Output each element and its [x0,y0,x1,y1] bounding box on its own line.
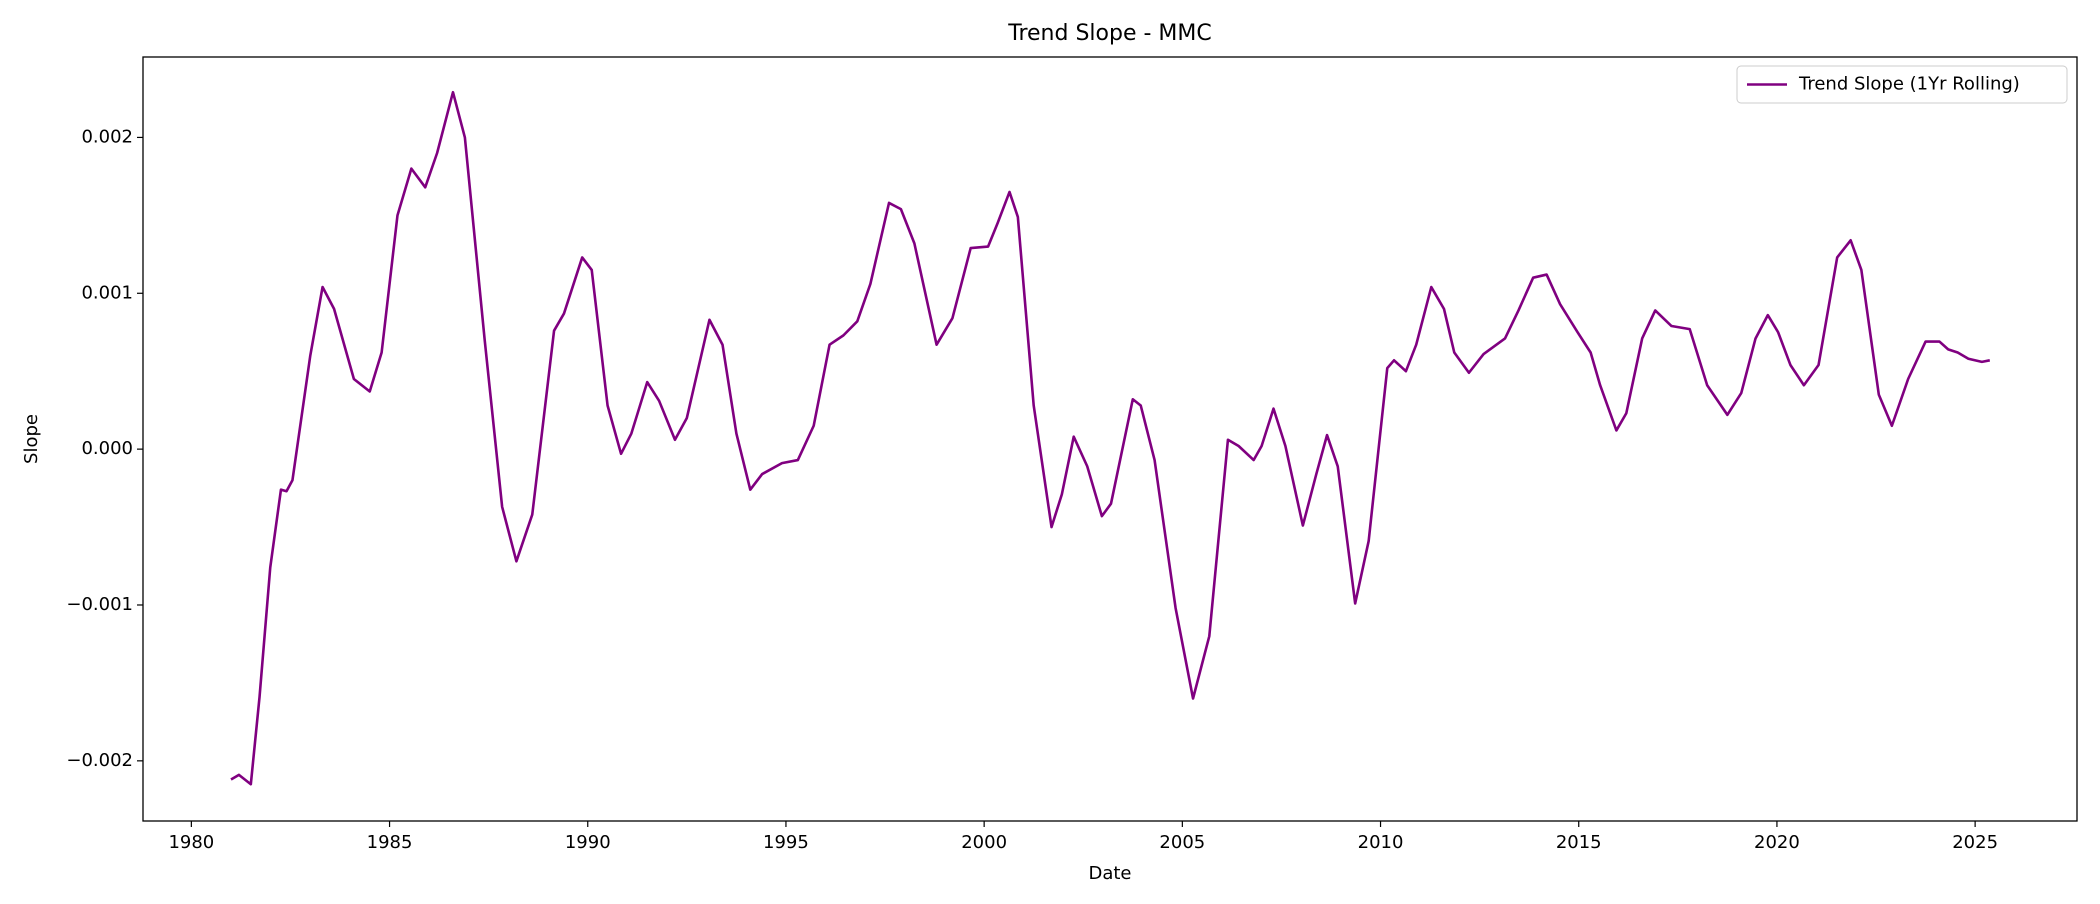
data-line [230,90,1991,786]
x-tick-label: 2015 [1556,832,1602,853]
y-tick-label: −0.002 [66,750,133,771]
x-axis-label: Date [1088,863,1131,884]
x-tick-label: 1985 [367,832,413,853]
plot-frame [142,56,2078,822]
y-tick-label: 0.002 [81,126,133,147]
y-axis-label: Slope [21,414,42,464]
legend-box [1736,65,2068,104]
x-tick-label: 1990 [565,832,611,853]
x-tick-label: 2005 [1159,832,1205,853]
x-tick-label: 1995 [763,832,809,853]
x-tick-label: 2020 [1754,832,1800,853]
y-tick-label: 0.001 [81,282,133,303]
legend-label: Trend Slope (1Yr Rolling) [1798,74,2020,95]
x-tick-label: 2025 [1952,832,1998,853]
y-tick-label: −0.001 [66,594,133,615]
y-tick-label: 0.000 [81,438,133,459]
x-tick-label: 1980 [168,832,214,853]
chart-title: Trend Slope - MMC [1007,21,1212,46]
x-tick-label: 2000 [961,832,1007,853]
x-tick-label: 2010 [1358,832,1404,853]
